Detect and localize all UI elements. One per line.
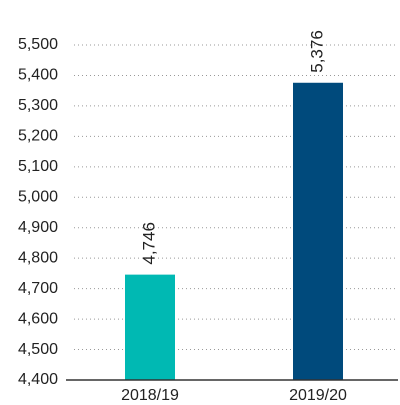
y-tick-label: 5,000: [18, 188, 58, 205]
y-tick-label: 5,100: [18, 158, 58, 175]
x-tick-label: 2019/20: [289, 387, 347, 404]
y-tick-label: 5,300: [18, 97, 58, 114]
y-tick-label: 5,200: [18, 128, 58, 145]
value-label: 4,746: [139, 222, 158, 265]
y-tick-label: 4,700: [18, 280, 58, 297]
y-tick-label: 5,400: [18, 67, 58, 84]
x-tick-label: 2018/19: [121, 387, 179, 404]
bar: [125, 274, 175, 380]
y-tick-label: 4,800: [18, 249, 58, 266]
y-tick-label: 4,400: [18, 371, 58, 388]
bar: [293, 82, 343, 380]
y-tick-label: 5,500: [18, 36, 58, 53]
value-label: 5,376: [307, 30, 326, 73]
y-tick-label: 4,600: [18, 310, 58, 327]
y-tick-label: 4,500: [18, 341, 58, 358]
y-tick-label: 4,900: [18, 219, 58, 236]
